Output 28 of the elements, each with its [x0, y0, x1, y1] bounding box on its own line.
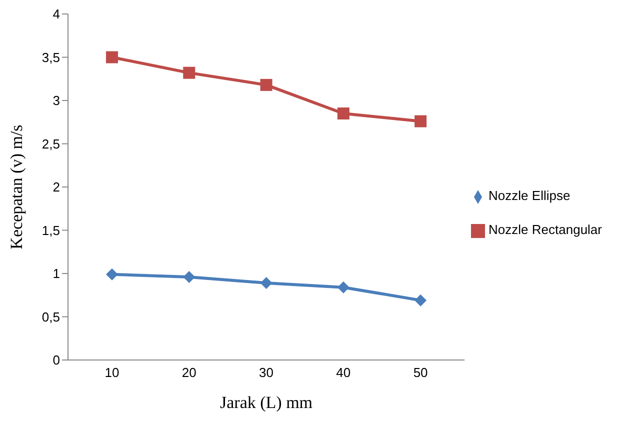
y-tick-label: 4 — [52, 6, 60, 22]
y-tick-label: 0 — [52, 352, 60, 368]
point — [260, 78, 272, 91]
point — [183, 66, 196, 79]
y-tick-label: 0,5 — [42, 309, 60, 324]
point — [337, 281, 350, 294]
point — [414, 115, 427, 128]
x-tick-label: 30 — [259, 365, 274, 380]
point — [183, 270, 196, 283]
point — [260, 277, 272, 290]
point — [414, 294, 427, 306]
x-tick-label: 20 — [182, 365, 196, 380]
y-axis-title: Kecepatan (v) m/s — [7, 124, 26, 250]
point — [106, 268, 118, 280]
x-tick-label: 50 — [413, 365, 428, 380]
x-tick-label: 10 — [104, 365, 120, 380]
legend-label: Nozzle Rectangular — [488, 222, 602, 237]
y-tick-label: 3,5 — [42, 50, 60, 65]
x-tick-label: 40 — [336, 365, 351, 380]
y-tick-label: 1 — [52, 266, 60, 282]
x-axis-title: Jarak (L) mm — [220, 393, 313, 412]
legend-label: Nozzle Ellipse — [488, 188, 570, 203]
point — [106, 51, 118, 64]
point — [337, 107, 350, 120]
y-tick-label: 2 — [52, 180, 60, 195]
y-tick-label: 1,5 — [42, 222, 60, 238]
y-tick-label: 2,5 — [42, 136, 60, 152]
y-tick-label: 3 — [52, 93, 60, 108]
